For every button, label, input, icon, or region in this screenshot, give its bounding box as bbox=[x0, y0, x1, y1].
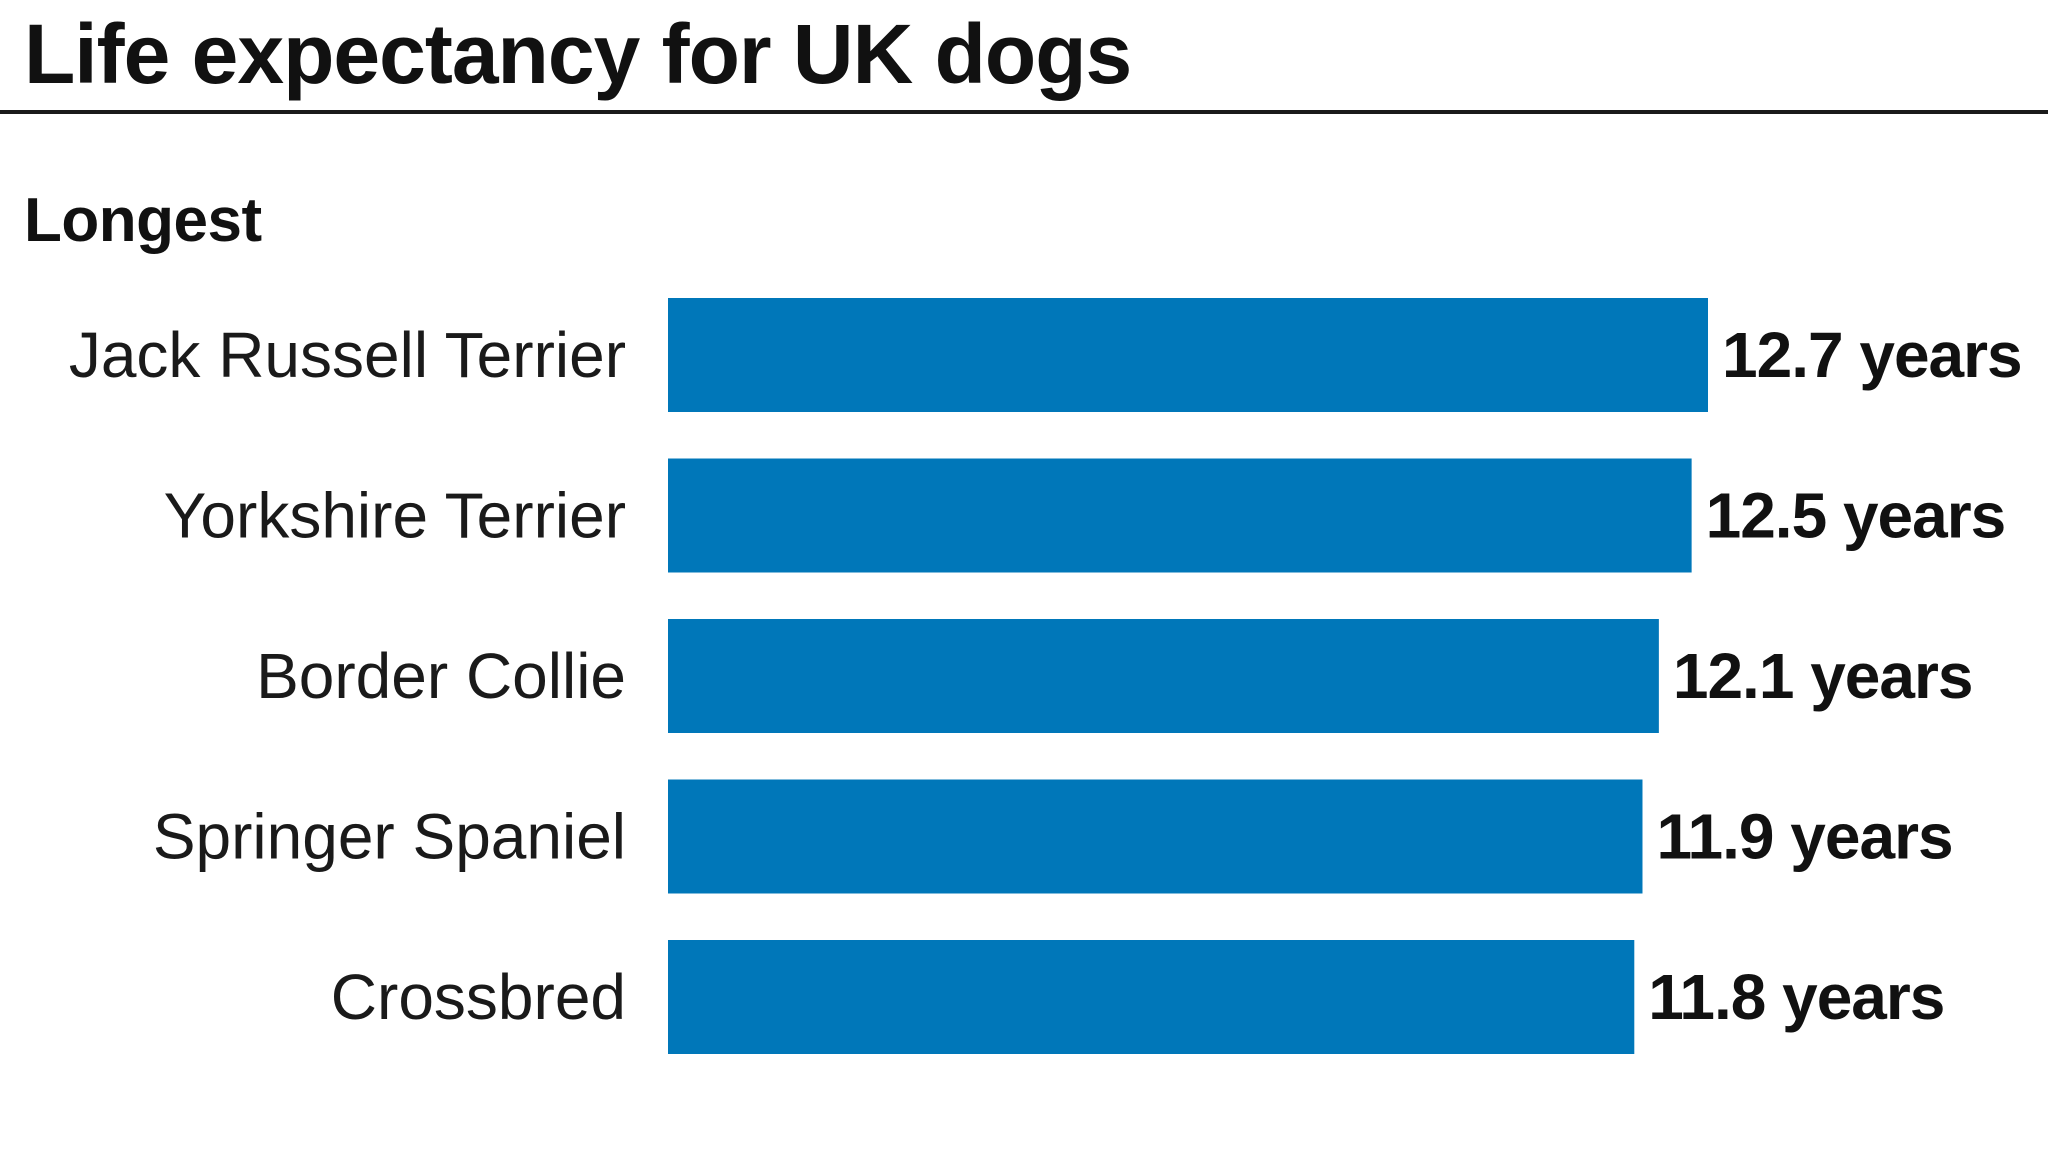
value-label-0: 12.7 years bbox=[1722, 319, 2022, 391]
bar-4 bbox=[668, 940, 1635, 1054]
chart-subtitle: Longest bbox=[24, 186, 262, 255]
title-divider bbox=[0, 110, 2048, 114]
value-label-3: 11.9 years bbox=[1656, 801, 1952, 873]
category-label-3: Springer Spaniel bbox=[153, 801, 626, 873]
category-label-4: Crossbred bbox=[331, 961, 626, 1033]
value-label-1: 12.5 years bbox=[1706, 480, 2006, 552]
bar-1 bbox=[668, 458, 1692, 573]
bar-0 bbox=[668, 298, 1708, 412]
chart-title: Life expectancy for UK dogs bbox=[24, 7, 1132, 101]
category-label-2: Border Collie bbox=[256, 640, 626, 712]
value-label-4: 11.8 years bbox=[1648, 961, 1944, 1033]
bar-2 bbox=[668, 619, 1659, 733]
value-label-2: 12.1 years bbox=[1673, 640, 1973, 712]
bar-3 bbox=[668, 779, 1643, 894]
category-label-1: Yorkshire Terrier bbox=[164, 480, 626, 552]
category-label-0: Jack Russell Terrier bbox=[69, 319, 626, 391]
